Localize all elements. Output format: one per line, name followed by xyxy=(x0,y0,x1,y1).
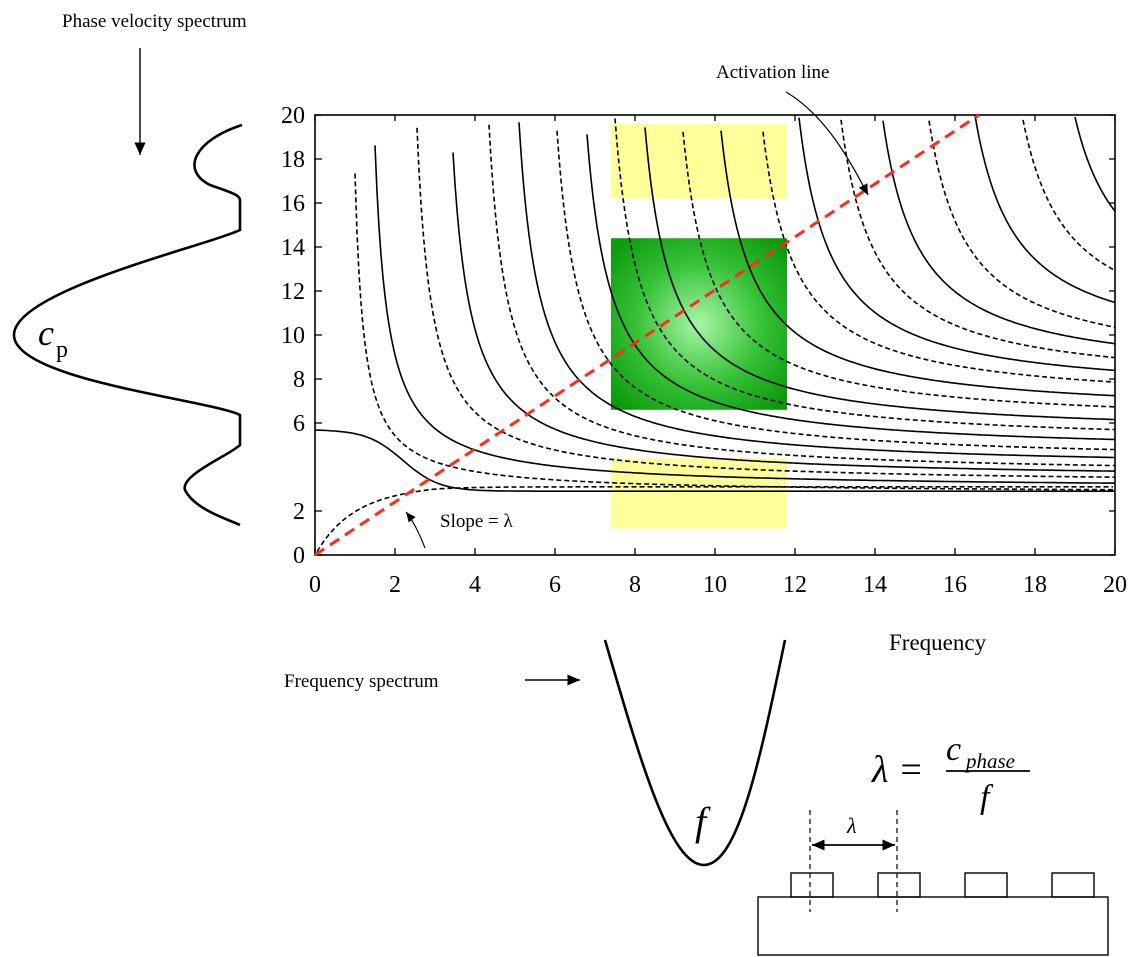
wavelength-label: λ xyxy=(846,813,857,838)
grating-tooth-4 xyxy=(1052,873,1094,897)
activation-line-pointer xyxy=(786,92,868,195)
solid-mode-curve-18 xyxy=(975,115,1115,302)
y-tick-label-10: 10 xyxy=(281,323,305,349)
solid-mode-curve-20 xyxy=(1075,117,1115,211)
cp-main: c xyxy=(38,313,54,353)
formula-lhs: λ = xyxy=(871,749,924,791)
grating-tooth-1 xyxy=(791,873,833,897)
x-tick-label-10: 10 xyxy=(703,572,727,598)
x-tick-label-16: 16 xyxy=(943,572,967,598)
phase-velocity-spectrum-label: Phase velocity spectrum xyxy=(62,11,247,32)
y-tick-label-12: 12 xyxy=(281,279,305,305)
yellow-region-1 xyxy=(611,124,787,199)
grating-schematic xyxy=(758,810,1108,955)
formula-numerator-c: c xyxy=(946,731,961,768)
dashed-mode-curve-5 xyxy=(489,125,1115,466)
y-tick-label-20: 20 xyxy=(281,103,305,129)
y-tick-label-14: 14 xyxy=(281,235,305,261)
formula-denominator: f xyxy=(980,779,994,816)
y-tick-label-6: 6 xyxy=(293,411,305,437)
dashed-mode-curve-17 xyxy=(929,121,1115,327)
x-tick-label-12: 12 xyxy=(783,572,807,598)
y-tick-labels: 0 2 6 8 10 12 14 16 18 20 xyxy=(281,103,305,569)
x-tick-label-8: 8 xyxy=(629,572,641,598)
x-tick-label-14: 14 xyxy=(863,572,887,598)
x-tick-label-0: 0 xyxy=(309,572,321,598)
grating-tooth-3 xyxy=(965,873,1007,897)
green-region-2 xyxy=(611,238,787,410)
y-tick-label-18: 18 xyxy=(281,147,305,173)
grating-tooth-2 xyxy=(878,873,920,897)
y-tick-label-0: 0 xyxy=(293,543,305,569)
activation-line-label: Activation line xyxy=(716,62,829,83)
frequency-axis-label: Frequency xyxy=(889,630,987,655)
highlight-regions xyxy=(611,124,787,529)
cp-subscript: p xyxy=(56,337,68,363)
slope-label: Slope = λ xyxy=(440,511,513,532)
x-tick-labels: 0 2 4 6 8 10 12 14 16 18 20 xyxy=(309,572,1127,598)
slope-pointer xyxy=(406,512,425,548)
x-tick-label-18: 18 xyxy=(1023,572,1047,598)
yellow-region-3 xyxy=(611,458,787,528)
x-tick-label-20: 20 xyxy=(1103,572,1127,598)
dashed-mode-curve-19 xyxy=(1023,120,1115,271)
f-label: f xyxy=(695,799,711,844)
frequency-spectrum-label: Frequency spectrum xyxy=(284,671,439,692)
x-tick-label-4: 4 xyxy=(469,572,481,598)
cp-label: c p xyxy=(38,313,68,363)
solid-mode-curve-6 xyxy=(519,122,1115,457)
y-tick-label-16: 16 xyxy=(281,191,305,217)
formula-numerator-sub: phase xyxy=(964,749,1015,773)
x-tick-label-6: 6 xyxy=(549,572,561,598)
y-tick-label-8: 8 xyxy=(293,367,305,393)
substrate xyxy=(758,897,1108,955)
wavelength-formula: λ = c phase f xyxy=(871,731,1030,816)
x-tick-label-2: 2 xyxy=(389,572,401,598)
y-tick-label-2: 2 xyxy=(293,499,305,525)
